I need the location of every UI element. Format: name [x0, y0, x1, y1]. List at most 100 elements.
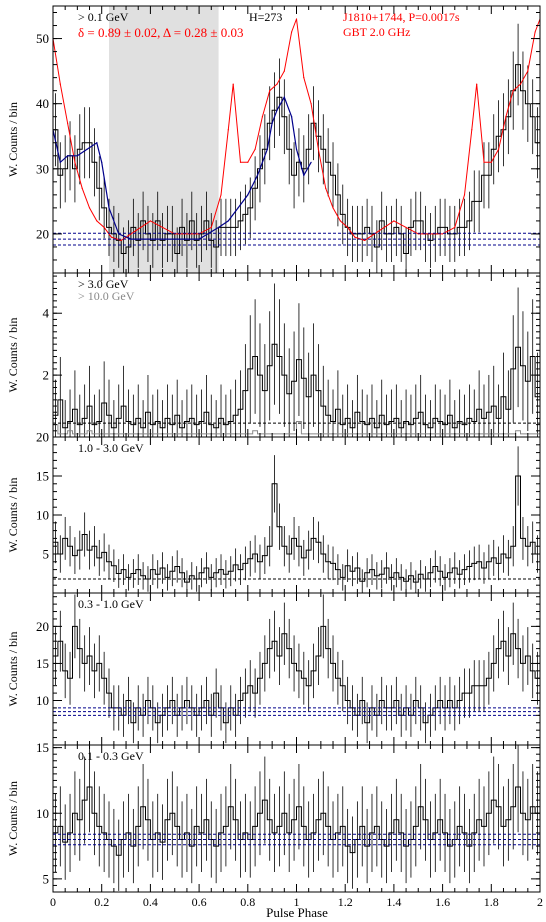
- y-tick-label: 4: [43, 306, 50, 321]
- radio-point: [81, 187, 83, 189]
- radio-point: [227, 129, 229, 131]
- x-tick-label: 0.4: [143, 895, 158, 909]
- model-point: [303, 174, 305, 176]
- y-axis-label: W. Counts / bin: [6, 632, 20, 707]
- histogram-line: [53, 64, 540, 254]
- panel-4: 5 10 15 W. Counts / bin 0.1 - 0.3 GeV: [6, 740, 541, 893]
- radio-point: [393, 220, 395, 222]
- model-point: [266, 148, 268, 150]
- model-point: [247, 194, 249, 196]
- radio-point: [74, 161, 76, 163]
- pulsar-label: J1810+1744, P=0.0017s: [343, 10, 460, 24]
- model-point: [76, 155, 78, 157]
- radio-point: [483, 161, 485, 163]
- model-point: [291, 116, 293, 118]
- y-tick-label: 30: [36, 161, 49, 176]
- radio-point: [519, 83, 522, 85]
- histogram: [53, 594, 540, 744]
- model-point: [227, 220, 229, 222]
- histogram: [53, 23, 540, 273]
- histogram-line: [53, 343, 540, 429]
- radio-point: [317, 148, 320, 150]
- radio-point: [303, 77, 305, 79]
- radio-point: [220, 194, 222, 196]
- plot-area-3: [53, 594, 540, 744]
- energy-label: > 0.1 GeV: [78, 10, 129, 24]
- histogram: [53, 446, 540, 593]
- radio-point: [527, 70, 529, 72]
- histogram-line: [53, 786, 540, 856]
- radio-point: [471, 129, 473, 131]
- x-tick-label: 0.6: [192, 895, 207, 909]
- radio-point: [110, 236, 113, 238]
- radio-point: [96, 220, 98, 222]
- model-point: [310, 161, 312, 163]
- histogram: [53, 283, 540, 437]
- radio-point: [364, 239, 366, 242]
- radio-point: [140, 226, 142, 229]
- y-tick-label: 50: [36, 31, 49, 46]
- histogram: [53, 745, 540, 891]
- y-tick-label: 2: [43, 368, 50, 383]
- model-point: [67, 155, 69, 157]
- htest-label: H=273: [249, 10, 282, 24]
- model-point: [276, 109, 278, 111]
- energy-label: > 3.0 GeV: [78, 277, 129, 291]
- radio-point: [247, 161, 249, 163]
- radio-point: [186, 233, 188, 235]
- y-tick-label: 40: [36, 96, 49, 111]
- model-point: [108, 207, 110, 209]
- energy-label-high: > 10.0 GeV: [78, 289, 135, 303]
- x-tick-label: 0.2: [94, 895, 109, 909]
- radio-point: [332, 207, 334, 209]
- model-point: [101, 161, 103, 163]
- model-point: [283, 96, 285, 98]
- x-tick-label: 1.8: [484, 895, 499, 909]
- radio-point: [476, 83, 478, 85]
- x-tick-label: 1.6: [435, 895, 450, 909]
- radio-point: [454, 226, 456, 229]
- energy-label: 0.3 - 1.0 GeV: [78, 597, 144, 611]
- radio-point: [67, 122, 69, 124]
- radio-point: [442, 233, 444, 235]
- plot-area-2: [53, 446, 540, 593]
- radio-point: [283, 70, 285, 72]
- radio-point: [512, 90, 514, 92]
- x-tick-label: 1: [294, 895, 300, 909]
- x-tick-label: 0: [50, 895, 56, 909]
- radio-label: GBT 2.0 GHz: [343, 25, 410, 39]
- radio-point: [161, 226, 164, 229]
- panel-0: 20 30 40 50 W. Counts / bin > 0.1 GeV H=273 δ =…: [6, 5, 541, 274]
- histogram-line: [53, 421, 540, 435]
- histogram-high-energy: [53, 421, 540, 435]
- energy-label: 1.0 - 3.0 GeV: [78, 441, 144, 455]
- x-tick-label: 2: [537, 895, 543, 909]
- radio-point: [149, 220, 151, 222]
- plot-area-1: [53, 283, 540, 437]
- radio-point: [505, 116, 507, 118]
- model-point: [295, 148, 298, 150]
- model-point: [271, 122, 273, 124]
- y-tick-label: 10: [36, 806, 49, 821]
- panel-2: 5 10 15 20 W. Counts / bin 1.0 - 3.0 GeV: [6, 430, 541, 594]
- y-tick-label: 10: [36, 693, 49, 708]
- radio-point: [347, 226, 349, 229]
- y-tick-label: 5: [43, 871, 50, 886]
- radio-point: [325, 187, 327, 189]
- panel-1: 2 4 W. Counts / bin > 3.0 GeV> 10.0 GeV: [6, 272, 541, 438]
- radio-point: [534, 31, 536, 33]
- x-axis-label: Pulse Phase: [266, 905, 328, 920]
- radio-point: [254, 148, 256, 150]
- model-point: [86, 148, 88, 150]
- radio-point: [463, 194, 466, 196]
- radio-point: [339, 220, 341, 222]
- radio-point: [269, 90, 271, 92]
- radio-point: [103, 226, 105, 229]
- radio-point: [354, 236, 356, 238]
- fit-label: δ = 0.89 ± 0.02, Δ = 0.28 ± 0.03: [78, 25, 243, 40]
- y-tick-label: 15: [36, 469, 49, 484]
- radio-point: [261, 116, 264, 118]
- y-tick-label: 5: [43, 547, 50, 562]
- y-axis-label: W. Counts / bin: [6, 102, 20, 177]
